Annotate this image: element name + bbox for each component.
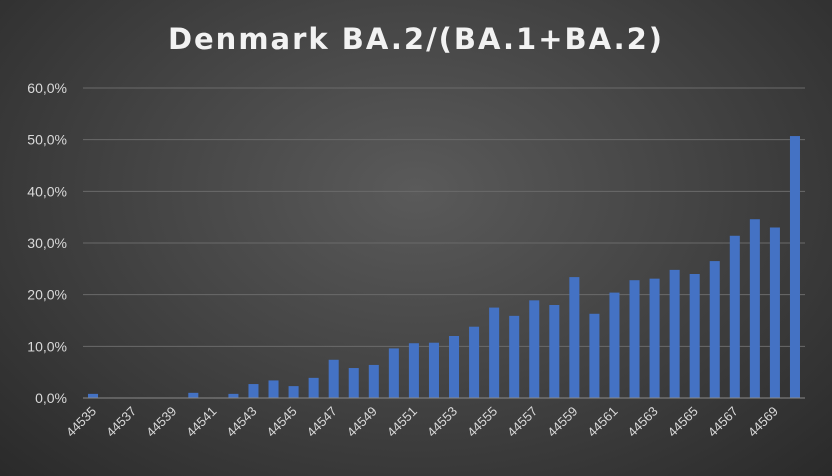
bar bbox=[589, 313, 600, 398]
bar bbox=[228, 393, 239, 398]
x-tick-label: 44543 bbox=[223, 404, 259, 440]
x-tick-label: 44557 bbox=[504, 404, 540, 440]
bar bbox=[328, 359, 339, 398]
bar bbox=[729, 235, 740, 398]
x-tick-label: 44563 bbox=[625, 404, 661, 440]
x-tick-label: 44551 bbox=[384, 404, 420, 440]
x-tick-label: 44535 bbox=[63, 404, 99, 440]
bar bbox=[268, 380, 279, 398]
bar bbox=[629, 280, 640, 398]
y-tick-label: 50,0% bbox=[27, 132, 67, 148]
chart-title: Denmark BA.2/(BA.1+BA.2) bbox=[167, 22, 665, 56]
bar bbox=[689, 274, 700, 398]
x-tick-label: 44547 bbox=[304, 404, 340, 440]
y-tick-label: 30,0% bbox=[27, 235, 67, 251]
bar bbox=[529, 300, 540, 398]
bar bbox=[408, 343, 419, 398]
bar bbox=[428, 342, 439, 398]
x-tick-label: 44569 bbox=[745, 404, 781, 440]
bar bbox=[569, 277, 580, 398]
x-tick-label: 44545 bbox=[264, 404, 300, 440]
bar bbox=[749, 219, 760, 398]
bar bbox=[248, 384, 259, 398]
x-tick-label: 44537 bbox=[103, 404, 139, 440]
bar bbox=[188, 392, 199, 398]
x-tick-label: 44541 bbox=[183, 404, 219, 440]
x-tick-label: 44549 bbox=[344, 404, 380, 440]
bar bbox=[348, 368, 359, 398]
bar bbox=[308, 377, 319, 398]
bar bbox=[469, 326, 480, 398]
y-tick-label: 0,0% bbox=[35, 390, 67, 406]
bar bbox=[669, 269, 680, 398]
y-tick-label: 10,0% bbox=[27, 338, 67, 354]
bar bbox=[489, 307, 500, 398]
x-tick-label: 44555 bbox=[464, 404, 500, 440]
bar bbox=[88, 393, 99, 398]
y-tick-label: 40,0% bbox=[27, 183, 67, 199]
x-tick-label: 44567 bbox=[705, 404, 741, 440]
bar bbox=[368, 364, 379, 398]
bar bbox=[709, 261, 720, 398]
x-tick-label: 44559 bbox=[544, 404, 580, 440]
bar bbox=[769, 227, 780, 398]
bar bbox=[288, 386, 299, 398]
bar bbox=[549, 305, 560, 398]
y-tick-label: 20,0% bbox=[27, 287, 67, 303]
y-tick-label: 60,0% bbox=[27, 80, 67, 96]
bar bbox=[789, 136, 800, 399]
x-tick-label: 44539 bbox=[143, 404, 179, 440]
bar bbox=[609, 292, 620, 398]
x-tick-label: 44565 bbox=[665, 404, 701, 440]
bar bbox=[649, 278, 660, 398]
x-tick-label: 44553 bbox=[424, 404, 460, 440]
bar bbox=[388, 348, 399, 398]
bar bbox=[509, 315, 520, 398]
x-tick-label: 44561 bbox=[584, 404, 620, 440]
bar bbox=[449, 336, 460, 398]
